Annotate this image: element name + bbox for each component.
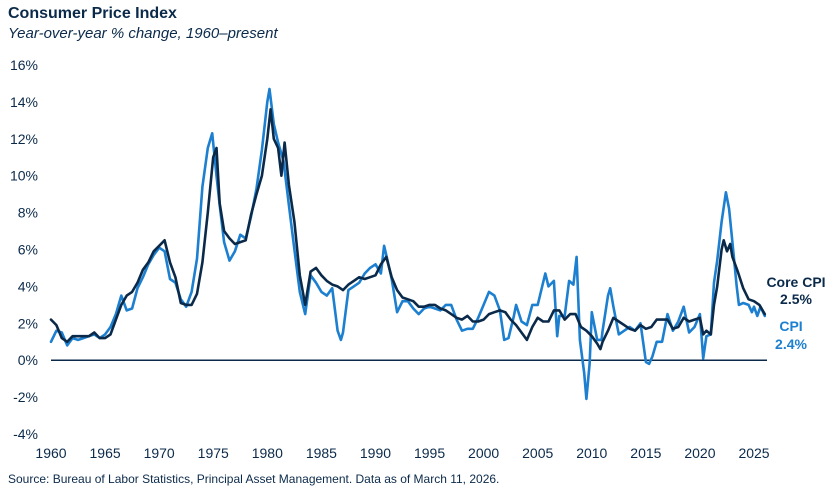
series-line-cpi [49, 87, 767, 401]
y-tick-label: 2% [18, 315, 38, 331]
y-tick-label: 12% [10, 131, 38, 147]
x-tick-label: 1970 [144, 445, 175, 461]
y-tick-label: 8% [18, 205, 38, 221]
y-tick-label: -2% [13, 389, 38, 405]
x-tick-label: 2005 [522, 445, 553, 461]
cpi-value: 2.4% [775, 336, 807, 352]
x-tick-label: 1960 [35, 445, 66, 461]
y-tick-label: 0% [18, 352, 38, 368]
x-tick-label: 1965 [90, 445, 121, 461]
y-axis: -4% -2% 0% 2% 4% 6% 8% 10% 12% 14% 16% [10, 57, 38, 442]
y-tick-label: 4% [18, 278, 38, 294]
x-tick-label: 2025 [738, 445, 769, 461]
x-axis: 1960 1965 1970 1975 1980 1985 1990 1995 2000 2005… [35, 359, 770, 461]
y-tick-label: -4% [13, 426, 38, 442]
source-note: Source: Bureau of Labor Statistics, Prin… [8, 472, 500, 486]
x-tick-label: 1995 [414, 445, 445, 461]
chart-subtitle: Year-over-year % change, 1960–present [8, 25, 278, 42]
series-layer [49, 87, 767, 401]
x-tick-label: 2015 [630, 445, 661, 461]
x-tick-label: 1980 [252, 445, 283, 461]
y-tick-label: 16% [10, 57, 38, 73]
x-tick-label: 2000 [468, 445, 499, 461]
y-tick-label: 10% [10, 168, 38, 184]
x-tick-label: 1990 [360, 445, 391, 461]
y-tick-label: 6% [18, 242, 38, 258]
y-tick-label: 14% [10, 94, 38, 110]
x-tick-label: 1975 [198, 445, 229, 461]
x-tick-label: 2020 [684, 445, 715, 461]
core-cpi-value: 2.5% [780, 291, 812, 307]
chart-title: Consumer Price Index [8, 5, 177, 22]
x-tick-label: 1985 [306, 445, 337, 461]
cpi-label: CPI [779, 318, 802, 334]
x-tick-label: 2010 [576, 445, 607, 461]
series-line-core-cpi [49, 108, 767, 351]
core-cpi-label: Core CPI [766, 274, 825, 290]
